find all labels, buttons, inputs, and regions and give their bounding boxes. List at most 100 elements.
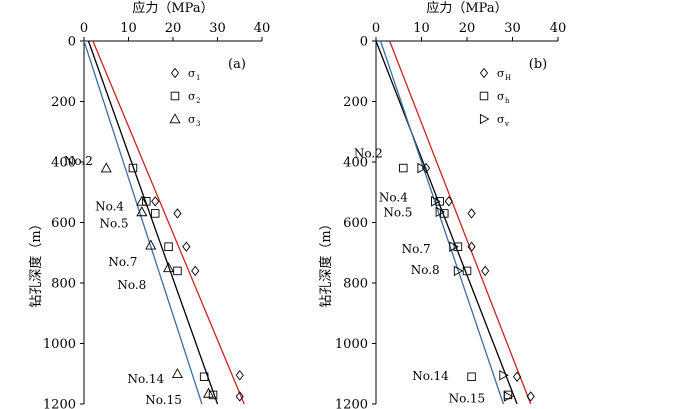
x-tick-label: 40 [254, 21, 271, 36]
legend-marker [169, 113, 181, 124]
y-tick-label: 1000 [335, 337, 368, 352]
x-tick-label: 10 [120, 21, 137, 36]
fit-line [375, 40, 518, 405]
legend-label: σ [188, 67, 196, 80]
data-point-triangle-right [503, 391, 514, 402]
data-point-square [164, 242, 173, 251]
y-tick-label: 400 [51, 156, 76, 171]
panel-label: (a) [228, 57, 246, 72]
y-tick-label: 200 [343, 95, 368, 110]
panel-b: 0 10 20 30 40020040060080010001200应力（MPa）钻孔深… [318, 0, 566, 409]
legend-subscript: h [505, 97, 510, 105]
data-point-triangle [145, 239, 157, 250]
data-point-square [467, 372, 476, 382]
legend-label: σ [188, 113, 196, 126]
x-tick-label: 40 [550, 21, 567, 36]
y-tick-label: 1200 [335, 398, 368, 409]
data-point-square [440, 209, 449, 218]
data-point-diamond [191, 265, 200, 277]
data-point-square [150, 209, 160, 218]
data-point-diamond [235, 370, 244, 381]
y-tick-label: 800 [51, 277, 76, 292]
borehole-label: No.2 [354, 146, 383, 160]
data-point-diamond [512, 371, 522, 383]
fit-line [87, 40, 219, 405]
data-point-square [435, 197, 444, 206]
data-point-square [453, 242, 463, 251]
data-point-diamond [467, 208, 476, 219]
y-tick-label: 600 [51, 216, 76, 231]
data-point-square [128, 163, 138, 173]
borehole-label: No.8 [411, 263, 440, 277]
borehole-label: No.7 [402, 242, 431, 256]
data-point-triangle [136, 206, 148, 217]
x-tick-label: 20 [459, 21, 476, 36]
data-point-diamond [173, 208, 182, 219]
data-point-triangle [171, 368, 184, 379]
x-tick-label: 10 [413, 21, 430, 36]
data-point-triangle-right [417, 162, 427, 174]
y-tick-label: 0 [68, 35, 76, 50]
data-point-square [173, 266, 182, 276]
data-point-triangle [162, 262, 175, 273]
data-point-triangle [100, 162, 112, 173]
x-tick-label: 0 [80, 21, 88, 36]
data-point-diamond [526, 391, 535, 402]
data-point-triangle-right [499, 369, 509, 381]
fit-line [92, 40, 245, 405]
data-point-diamond [444, 196, 453, 207]
data-point-triangle [136, 195, 148, 206]
legend-subscript: 3 [196, 120, 200, 128]
fit-line [83, 40, 203, 405]
data-point-diamond [235, 391, 244, 402]
legend-marker [170, 91, 180, 101]
y-axis-title: 钻孔深度（m） [318, 217, 334, 307]
y-tick-label: 200 [51, 95, 76, 110]
y-tick-label: 0 [360, 35, 368, 50]
y-tick-label: 800 [343, 277, 368, 292]
legend-label: σ [497, 67, 505, 80]
data-point-diamond [467, 241, 476, 252]
legend-label: σ [188, 90, 196, 103]
legend-subscript: v [504, 120, 509, 128]
legend-label: σ [497, 113, 505, 126]
legend-subscript: 2 [196, 97, 200, 105]
data-point-square [208, 390, 218, 400]
legend-marker [170, 67, 180, 79]
fit-line [379, 40, 505, 405]
x-axis-title: 应力（MPa） [132, 0, 213, 16]
fit-line [389, 40, 532, 405]
borehole-label: No.8 [117, 278, 146, 292]
legend-subscript: 1 [196, 74, 200, 82]
borehole-label: No.5 [100, 217, 129, 231]
data-point-diamond [182, 241, 191, 252]
y-tick-label: 1200 [43, 398, 76, 409]
legend-subscript: H [505, 74, 511, 82]
x-tick-label: 30 [209, 21, 226, 36]
data-point-square [199, 372, 209, 382]
x-tick-label: 30 [504, 21, 521, 36]
data-point-triangle-right [449, 241, 459, 252]
data-point-triangle-right [435, 206, 446, 218]
data-point-triangle-right [431, 196, 441, 207]
borehole-label: No.4 [379, 190, 408, 204]
y-axis-title: 钻孔深度（m） [28, 217, 44, 307]
data-point-diamond [151, 196, 160, 207]
x-tick-label: 0 [372, 21, 380, 36]
borehole-label: No.14 [127, 372, 164, 386]
data-point-triangle [203, 387, 215, 398]
legend-marker [479, 67, 489, 79]
borehole-label: No.2 [64, 154, 93, 168]
x-axis-title: 应力（MPa） [426, 0, 507, 16]
legend-marker [479, 91, 489, 101]
data-point-triangle-right [453, 265, 464, 277]
borehole-label: No.4 [95, 199, 124, 213]
panel-a: 0 10 20 30 40020040060080010001200应力（MPa）钻孔深… [28, 0, 270, 409]
legend-label: σ [497, 90, 505, 103]
borehole-label: No.15 [145, 393, 182, 407]
panel-label: (b) [529, 57, 547, 72]
borehole-label: No.15 [449, 391, 486, 405]
data-point-square [399, 163, 408, 173]
legend-marker [479, 113, 490, 125]
